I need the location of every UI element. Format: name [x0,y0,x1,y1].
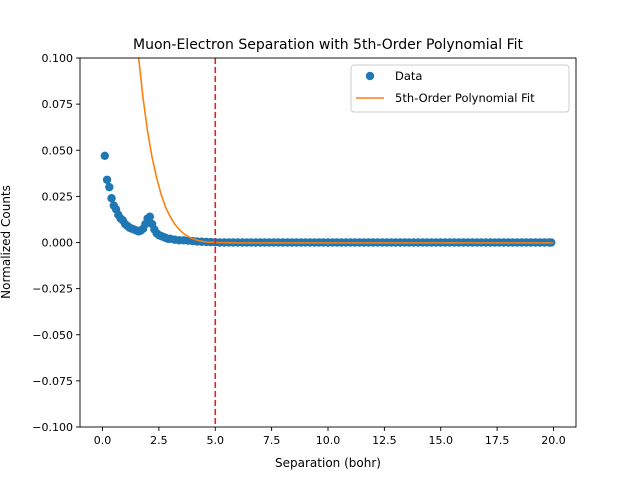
y-tick-label: −0.075 [32,375,73,388]
y-tick-label: 0.100 [42,52,74,65]
fit-line [137,58,554,244]
data-layer [100,58,556,427]
data-point [100,151,110,160]
x-tick-label: 20.0 [541,434,566,447]
x-tick-label: 5.0 [207,434,225,447]
y-axis-label: Normalized Counts [0,185,13,299]
x-tick-label: 7.5 [263,434,281,447]
y-tick-label: 0.075 [42,98,74,111]
x-tick-label: 15.0 [428,434,453,447]
data-point [107,194,116,203]
data-point [102,175,112,184]
y-tick-label: −0.025 [32,283,73,296]
legend: Data 5th-Order Polynomial Fit [350,64,570,113]
chart-title: Muon-Electron Separation with 5th-Order … [133,37,523,53]
data-point [145,212,155,221]
legend-box [350,64,570,113]
legend-label-fit: 5th-Order Polynomial Fit [395,91,535,105]
y-tick-label: 0.000 [42,237,74,250]
x-tick-label: 10.0 [316,434,341,447]
x-axis-label: Separation (bohr) [275,456,381,470]
y-tick-label: 0.050 [42,144,74,157]
legend-label-data: Data [395,69,422,83]
y-tick-label: 0.025 [42,190,74,203]
x-tick-label: 2.5 [150,434,168,447]
data-point [105,182,114,192]
x-tick-label: 0.0 [94,434,112,447]
legend-marker-data [365,71,375,81]
x-tick-label: 12.5 [372,434,397,447]
y-tick-label: −0.050 [32,329,73,342]
plot-area: 0.0 2.5 5.0 7.5 10.0 12.5 15.0 17.5 20.0 0.100 0.0… [32,52,577,447]
y-tick-label: −0.100 [32,421,73,434]
x-tick-label: 17.5 [485,434,510,447]
